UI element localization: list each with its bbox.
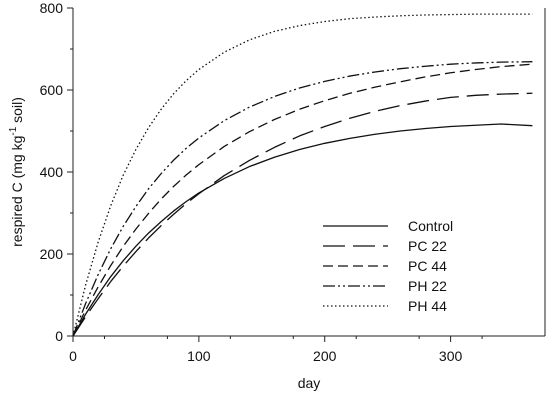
- x-tick-label: 300: [439, 348, 463, 364]
- x-tick-label: 200: [313, 348, 337, 364]
- series-line-pc-22: [73, 93, 532, 336]
- y-tick-label: 600: [40, 82, 64, 98]
- x-axis-title: day: [298, 375, 321, 391]
- x-tick-label: 100: [187, 348, 211, 364]
- series-line-ph-22: [73, 62, 532, 336]
- y-tick-label: 800: [40, 0, 64, 16]
- y-axis-title: respired C (mg kg-1 soil): [8, 97, 25, 247]
- axes: 0 100 200 300 0 200 400 600 800: [40, 0, 545, 364]
- series-line-control: [73, 124, 532, 336]
- y-tick-label: 400: [40, 164, 64, 180]
- x-tick-label: 0: [69, 348, 77, 364]
- y-tick-label: 0: [55, 328, 63, 344]
- legend-label: PC 44: [408, 258, 447, 274]
- series-layer: [73, 14, 532, 336]
- y-axis-title-prefix: respired C (mg kg: [9, 136, 25, 247]
- series-line-pc-44: [73, 64, 532, 336]
- legend-label: PH 44: [408, 298, 447, 314]
- legend: Control PC 22 PC 44 PH 22 PH 44: [323, 218, 453, 314]
- series-line-ph-44: [73, 14, 532, 336]
- legend-label: Control: [408, 218, 453, 234]
- legend-label: PH 22: [408, 278, 447, 294]
- y-tick-label: 200: [40, 246, 64, 262]
- legend-label: PC 22: [408, 238, 447, 254]
- y-axis-title-suffix: soil): [9, 97, 25, 127]
